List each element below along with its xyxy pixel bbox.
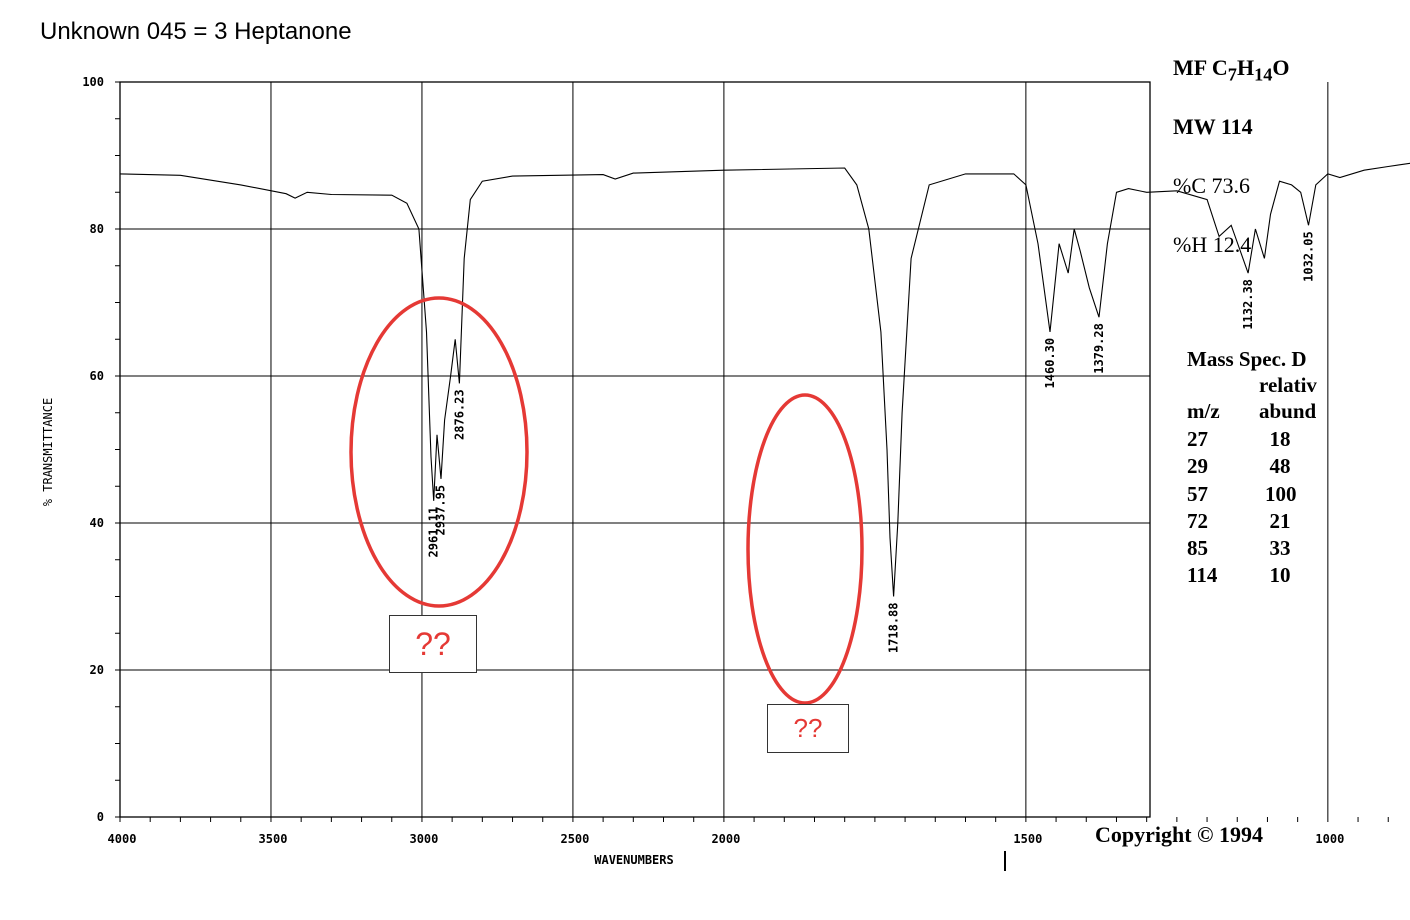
axis-tick-mark (1004, 851, 1006, 871)
peak-label: 1132.38 (1241, 279, 1255, 330)
x-tick-label: 3000 (409, 832, 438, 846)
mass-spec-mz: 85 (1187, 536, 1208, 561)
page-title: Unknown 045 = 3 Heptanone (40, 18, 352, 45)
y-tick-label: 80 (90, 222, 104, 236)
mass-spec-abund: 21 (1269, 508, 1291, 533)
mass-spec-title: Mass Spec. D (1187, 347, 1307, 371)
y-axis-label: % TRANSMITTANCE (41, 398, 55, 506)
x-tick-label: 1500 (1013, 832, 1042, 846)
copyright-notice: Copyright © 1994 (1095, 822, 1263, 847)
mass-spec-abund: 18 (1269, 427, 1291, 451)
y-tick-label: 100 (82, 75, 104, 89)
x-tick-label: 1000 (1315, 832, 1344, 846)
mass-spec-row: 114 10 (1187, 563, 1407, 590)
peak-label: 1032.05 (1302, 231, 1316, 282)
peak-label: 2961.11 (427, 507, 441, 558)
plot-frame (119, 81, 1151, 818)
x-tick-label: 3500 (259, 832, 288, 846)
spectrum-line (119, 162, 1410, 597)
question-box-ch: ?? (389, 615, 477, 673)
mass-spec-header-relative: relativ (1259, 373, 1317, 397)
mass-spec-row: 72 21 (1187, 509, 1407, 536)
x-tick-label: 2500 (560, 832, 589, 846)
mf-h: H (1236, 55, 1255, 80)
x-tick-label: 2000 (711, 832, 740, 846)
y-tick-label: 0 (97, 810, 104, 824)
mass-spec-mz: 114 (1187, 563, 1218, 588)
mass-spec-row: 85 33 (1187, 536, 1407, 563)
x-axis-label: WAVENUMBERS (594, 853, 673, 867)
mass-spec-header-mz: m/z (1187, 399, 1220, 423)
minor-ticks (115, 81, 1389, 822)
annotation-ellipse-ch-stretch (349, 296, 529, 608)
mf-sub-c: 7 (1227, 64, 1237, 85)
molecular-formula: MF C7H14O (1173, 55, 1290, 85)
mass-spec-abund: 100 (1265, 481, 1297, 506)
peak-label: 2876.23 (452, 389, 466, 440)
x-tick-labels: 4000 3500 3000 2500 2000 1500 1000 (108, 832, 1345, 846)
peak-label: 1718.88 (887, 603, 901, 654)
mf-sub-h: 14 (1254, 64, 1273, 85)
mf-prefix: MF C (1173, 55, 1228, 80)
mass-spec-mz: 57 (1187, 481, 1208, 506)
y-tick-label: 40 (90, 516, 104, 530)
mass-spec-abund: 10 (1269, 563, 1291, 588)
x-tick-label: 4000 (108, 832, 137, 846)
y-tick-labels: 100 80 60 40 20 0 (82, 75, 104, 824)
annotation-ellipse-carbonyl (746, 393, 864, 705)
mass-spec-mz: 27 (1187, 427, 1208, 451)
mass-spec-abund: 33 (1269, 536, 1291, 561)
peak-label: 1379.28 (1092, 323, 1106, 374)
mass-spec-header-abund: abund (1259, 399, 1317, 423)
mass-spec-table: Mass Spec. D relativ m/z abund 27 18 29 48 5… (1187, 347, 1407, 607)
mass-spec-rows: 27 18 29 48 57 100 72 21 85 33 114 10 (1187, 427, 1407, 591)
mass-spec-mz: 29 (1187, 454, 1208, 479)
percent-hydrogen: %H 12.4 (1173, 232, 1252, 257)
question-box-carbonyl: ?? (767, 704, 849, 753)
peak-label: 2937.95 (434, 485, 448, 536)
molecular-weight: MW 114 (1173, 114, 1253, 139)
mass-spec-row: 57 100 (1187, 482, 1407, 509)
mf-o: O (1272, 55, 1290, 80)
mass-spec-row: 27 18 (1187, 427, 1407, 454)
y-tick-label: 20 (90, 663, 104, 677)
percent-carbon: %C 73.6 (1173, 173, 1250, 198)
peak-label: 1460.30 (1043, 338, 1057, 389)
mass-spec-mz: 72 (1187, 508, 1208, 533)
mass-spec-row: 29 48 (1187, 454, 1407, 481)
mass-spec-abund: 48 (1269, 454, 1291, 479)
y-tick-label: 60 (90, 369, 104, 383)
